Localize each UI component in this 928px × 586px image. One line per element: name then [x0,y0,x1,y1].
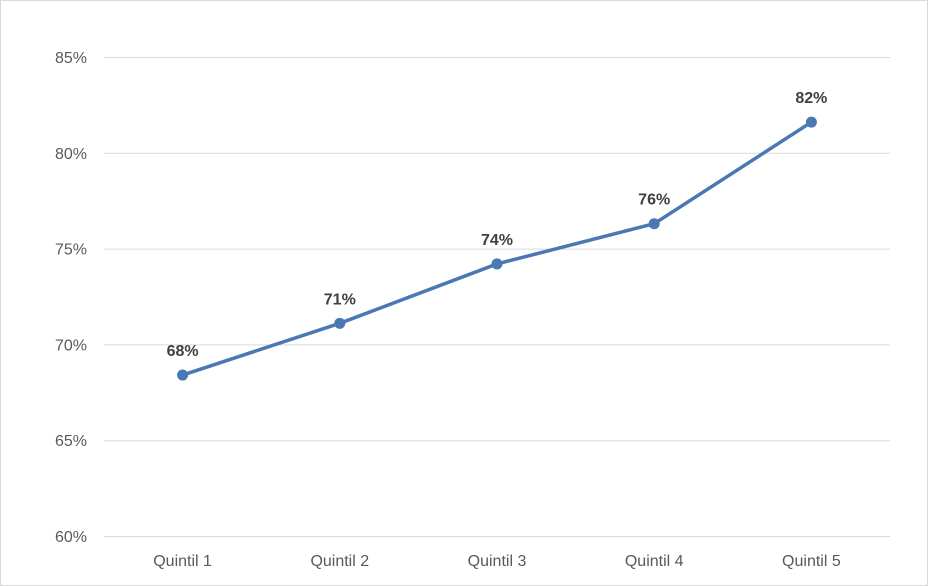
data-point [491,258,503,270]
x-tick-label: Quintil 2 [310,553,369,570]
gridlines [104,57,890,537]
data-point [334,317,346,329]
data-labels: 68% 71% 74% 76% 82% [167,90,828,360]
y-tick-label: 60% [55,529,87,546]
data-label: 71% [324,291,356,308]
x-tick-label: Quintil 4 [625,553,684,570]
data-point [648,218,660,230]
data-label: 76% [638,192,670,209]
x-tick-label: Quintil 3 [468,553,527,570]
y-tick-label: 65% [55,433,87,450]
data-label: 82% [795,90,827,107]
series-layer [177,116,817,381]
y-axis-tick-labels: 60% 65% 70% 75% 80% 85% [55,50,87,546]
x-tick-label: Quintil 1 [153,553,212,570]
x-tick-label: Quintil 5 [782,553,841,570]
data-point [177,369,189,381]
data-point [805,116,817,128]
x-axis-tick-labels: Quintil 1 Quintil 2 Quintil 3 Quintil 4 Quin… [153,553,841,570]
data-label: 68% [167,343,199,360]
y-tick-label: 75% [55,242,87,259]
y-tick-label: 85% [55,50,87,67]
y-tick-label: 80% [55,146,87,163]
y-tick-label: 70% [55,337,87,354]
data-label: 74% [481,232,513,249]
